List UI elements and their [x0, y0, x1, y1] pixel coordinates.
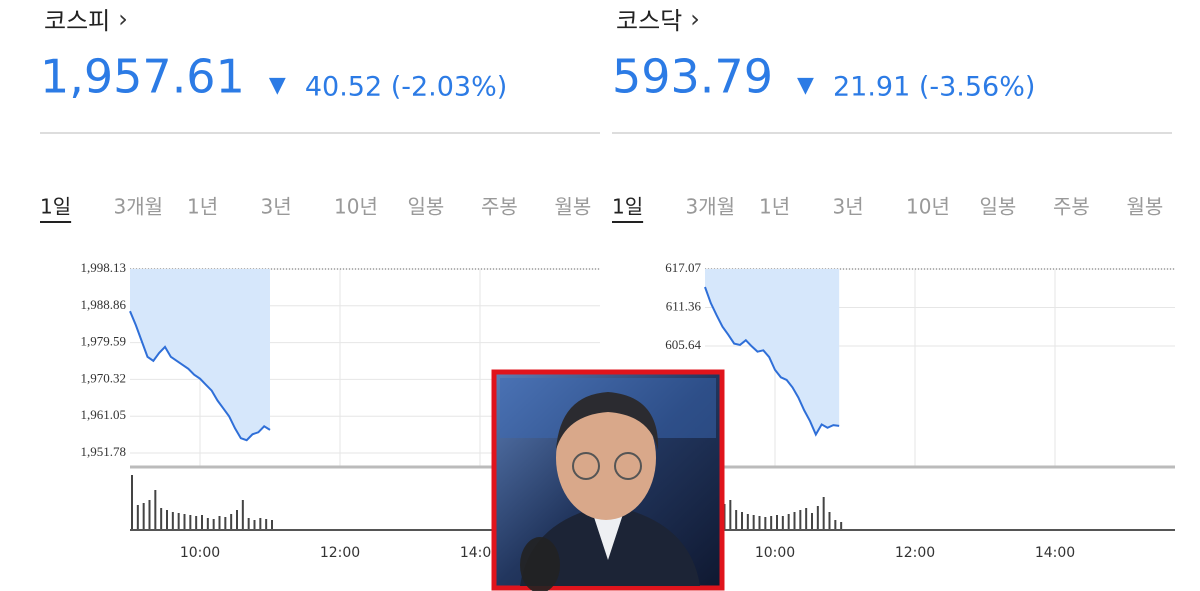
- period-tab[interactable]: 1년: [759, 195, 790, 219]
- x-tick-label: 12:00: [320, 545, 360, 561]
- period-tab[interactable]: 1일: [40, 195, 71, 219]
- y-tick-label: 1,951.78: [81, 444, 127, 459]
- volume-bar: [183, 514, 186, 530]
- volume-bar: [799, 510, 802, 530]
- area: [130, 269, 270, 441]
- period-tab[interactable]: 3년: [833, 195, 864, 219]
- period-tab[interactable]: 3개월: [114, 195, 164, 219]
- volume-bar: [212, 519, 215, 530]
- y-tick-label: 611.36: [666, 298, 702, 313]
- volume-bar: [189, 515, 192, 530]
- volume-bar: [136, 505, 139, 530]
- volume-bar: [230, 514, 233, 530]
- volume-bar: [148, 500, 151, 530]
- period-tab[interactable]: 일봉: [408, 195, 445, 219]
- volume-bar: [776, 515, 778, 530]
- stock-panel: 코스피 › 1,957.61 ▼ 40.52 (-2.03%) 1일 3개월 1년 3년 10년 일…: [40, 5, 600, 561]
- volume-bar: [171, 512, 174, 530]
- volume-bar: [822, 497, 825, 530]
- title-arrow: ›: [690, 5, 700, 33]
- volume-bar: [154, 490, 157, 530]
- volume-bar: [805, 508, 808, 530]
- volume-bar: [741, 512, 743, 530]
- period-tab[interactable]: 월봉: [1127, 195, 1164, 219]
- volume-bar: [253, 520, 256, 530]
- area: [705, 269, 840, 435]
- volume-bar: [811, 513, 813, 530]
- volume-bar: [236, 510, 238, 530]
- period-tab[interactable]: 1년: [187, 195, 218, 219]
- volume-bar: [142, 503, 145, 530]
- period-tab[interactable]: 3개월: [686, 195, 736, 219]
- y-tick-label: 1,961.05: [81, 407, 127, 422]
- volume-bar: [177, 513, 180, 530]
- volume-bar: [834, 520, 837, 530]
- volume-bar: [758, 516, 761, 530]
- volume-bar: [131, 475, 133, 530]
- y-tick-label: 1,988.86: [81, 297, 127, 312]
- change: 21.91 (-3.56%): [833, 72, 1035, 103]
- volume-bar: [166, 510, 168, 530]
- period-tab[interactable]: 주봉: [1053, 195, 1090, 219]
- x-tick-label: 12:00: [895, 545, 935, 561]
- title-arrow: ›: [118, 5, 128, 33]
- x-tick-label: 14:00: [1035, 545, 1075, 561]
- volume-bar: [224, 517, 227, 530]
- volume-bar: [206, 518, 209, 530]
- volume-bar: [787, 514, 790, 530]
- volume-bar: [746, 514, 749, 530]
- change: 40.52 (-2.03%): [305, 72, 507, 103]
- price-line: [704, 286, 840, 437]
- period-tab[interactable]: 주봉: [481, 195, 518, 219]
- price-line: [129, 310, 271, 442]
- volume-bar: [793, 512, 796, 530]
- stock-panel: 코스닥 › 593.79 ▼ 21.91 (-3.56%) 1일 3개월 1년 3년 10년 일봉 주…: [612, 5, 1175, 561]
- period-tab[interactable]: 월봉: [555, 195, 592, 219]
- volume-bar: [201, 515, 203, 530]
- x-tick-label: 10:00: [180, 545, 220, 561]
- change-arrow: ▼: [269, 73, 286, 98]
- index-title: 코스닥: [616, 7, 682, 35]
- y-tick-label: 1,979.59: [81, 334, 127, 349]
- volume-bar: [160, 508, 163, 530]
- volume-bar: [241, 500, 244, 530]
- volume-bar: [735, 510, 738, 530]
- volume-bar: [781, 516, 784, 530]
- volume-bar: [218, 516, 221, 530]
- x-tick-label: 14:00: [460, 545, 500, 561]
- volume-bar: [840, 522, 843, 530]
- volume-bar: [770, 516, 773, 530]
- x-tick-label: 10:00: [755, 545, 795, 561]
- y-tick-label: 1,970.32: [81, 370, 127, 385]
- volume-bar: [752, 515, 755, 530]
- price: 1,957.61: [40, 50, 245, 104]
- volume-bar: [247, 518, 250, 530]
- volume-bar: [271, 520, 273, 530]
- period-tab[interactable]: 1일: [612, 195, 643, 219]
- y-tick-label: 605.64: [665, 337, 701, 352]
- volume-bar: [764, 517, 767, 530]
- volume-bar: [828, 512, 831, 530]
- index-title: 코스피: [44, 7, 110, 35]
- photo: [491, 369, 725, 591]
- y-tick-label: 617.07: [665, 260, 701, 275]
- volume-bar: [195, 516, 198, 530]
- charts: 코스피 › 1,957.61 ▼ 40.52 (-2.03%) 1일 3개월 1년 3년 10년 일…: [40, 5, 1175, 561]
- period-tab[interactable]: 10년: [334, 195, 378, 219]
- volume-bar: [259, 518, 262, 530]
- change-arrow: ▼: [797, 73, 814, 98]
- period-tab[interactable]: 3년: [261, 195, 292, 219]
- volume-bar: [816, 506, 819, 530]
- volume-bar: [729, 500, 732, 530]
- volume-bar: [265, 519, 268, 530]
- period-tab[interactable]: 10년: [906, 195, 950, 219]
- y-tick-label: 1,998.13: [81, 260, 127, 275]
- period-tab[interactable]: 일봉: [980, 195, 1017, 219]
- price: 593.79: [612, 50, 773, 104]
